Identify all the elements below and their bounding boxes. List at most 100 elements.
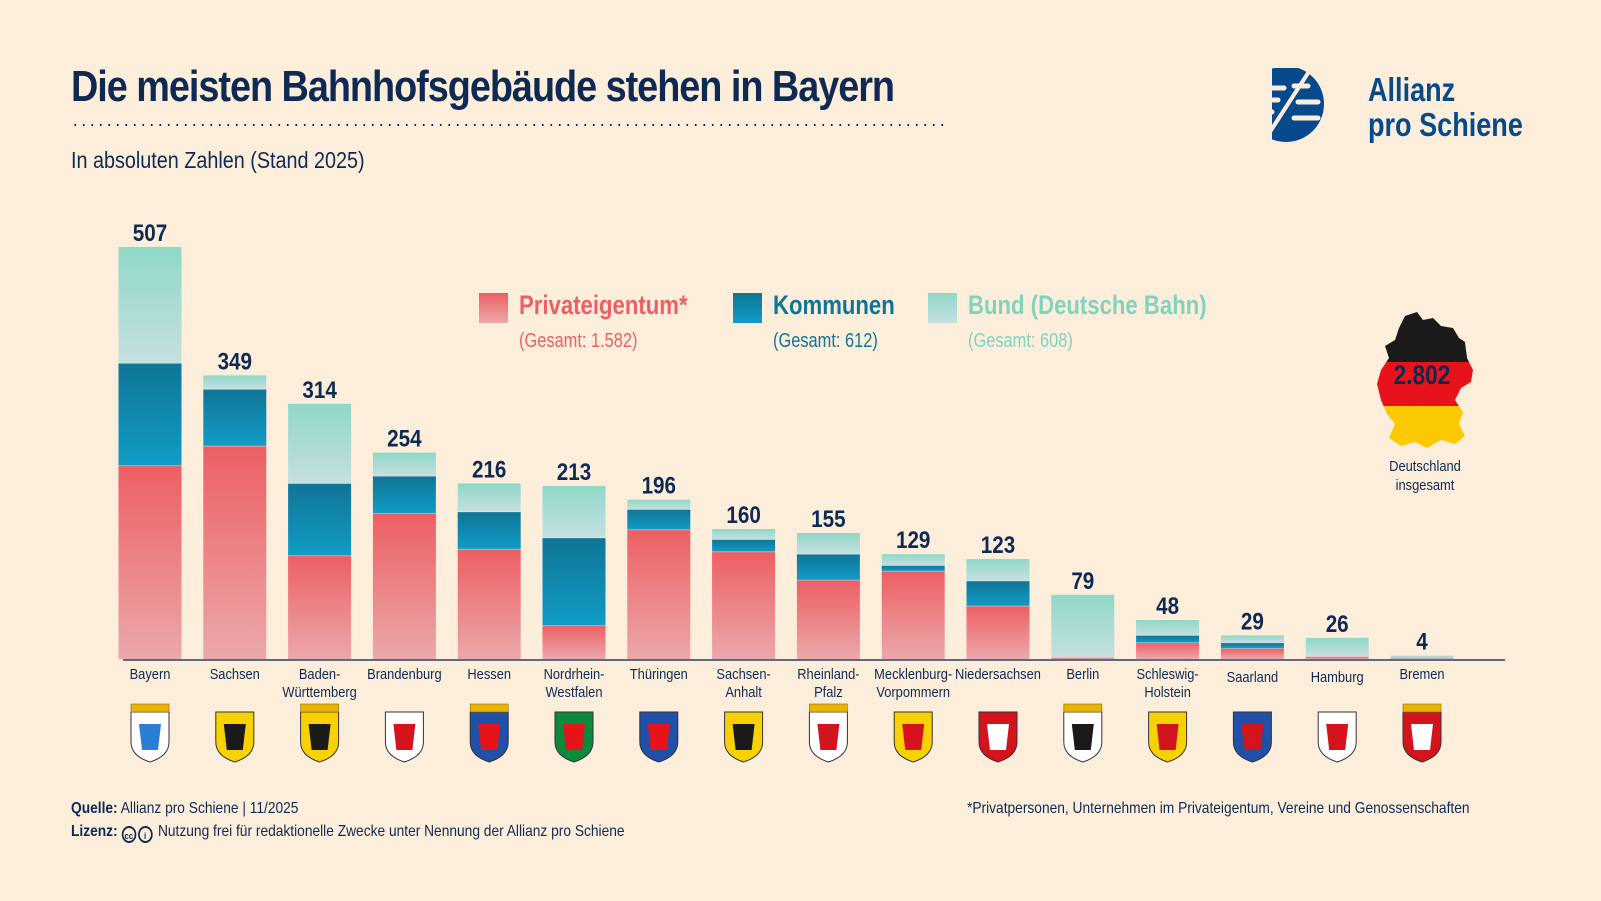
legend-total-private: (Gesamt: 1.582): [519, 330, 638, 352]
bar-segment-bund: [542, 485, 606, 538]
category-label: Brandenburg: [367, 665, 441, 682]
legend-swatch-private: [479, 293, 508, 323]
bar-total-label: 216: [472, 456, 506, 483]
bar-segment-bund: [1051, 594, 1115, 658]
bar-segment-private: [1051, 657, 1115, 659]
bar-segment-bund: [881, 554, 945, 566]
category-label: Niedersachsen: [955, 665, 1041, 682]
bar-segment-kommunen: [203, 389, 267, 447]
bar-segment-bund: [372, 452, 436, 477]
legend-total-kommunen: (Gesamt: 612): [773, 330, 878, 352]
bar-segment-private: [966, 606, 1030, 659]
bar-total-label: 79: [1071, 567, 1094, 594]
germany-label-line-2: insgesamt: [1395, 477, 1455, 494]
hamburg-arms-icon: [1317, 711, 1357, 763]
bar-segment-kommunen: [627, 509, 691, 530]
bar-segment-private: [881, 571, 945, 659]
bar-segment-private: [627, 529, 691, 659]
bar-segment-kommunen: [1220, 642, 1284, 649]
category-label: Rheinland-: [797, 665, 860, 682]
bar-segment-bund: [627, 499, 691, 510]
bar-segment-bund: [1390, 655, 1454, 658]
bar-segment-private: [372, 513, 436, 659]
bar-segment-private: [542, 625, 606, 659]
category-label: Sachsen-: [716, 665, 771, 682]
category-label: Berlin: [1066, 665, 1099, 682]
bar-segment-kommunen: [796, 554, 860, 581]
category-label: Bayern: [130, 665, 171, 682]
bar-segment-kommunen: [1136, 635, 1200, 643]
bar-total-label: 123: [981, 532, 1015, 559]
category-label: Vorpommern: [876, 683, 950, 700]
category-label: Holstein: [1144, 683, 1191, 700]
rlp-arms-icon: [808, 703, 848, 763]
category-label: Hessen: [467, 665, 511, 682]
chart-title: Die meisten Bahnhofsgebäude stehen in Ba…: [71, 62, 895, 111]
footer-license: Lizenz: cc i Nutzung frei für redaktionel…: [71, 823, 625, 843]
bar-segment-private: [203, 446, 267, 659]
category-label: Schleswig-: [1136, 665, 1199, 682]
category-label: Pfalz: [814, 683, 843, 700]
allianz-logo-icon: [1272, 68, 1324, 142]
category-label: Mecklenburg-: [874, 665, 952, 682]
bar-total-label: 507: [133, 220, 167, 247]
bar-segment-kommunen: [118, 363, 182, 466]
source-label: Quelle:: [71, 800, 118, 817]
nrw-arms-icon: [554, 711, 594, 763]
logo-line-1: Allianz: [1368, 71, 1456, 108]
footnote: *Privatpersonen, Unternehmen im Privatei…: [967, 800, 1470, 817]
source-text: Allianz pro Schiene | 11/2025: [120, 800, 299, 817]
bar-segment-private: [1305, 656, 1369, 659]
bar-segment-bund: [118, 247, 182, 364]
logo-line-2: pro Schiene: [1368, 106, 1523, 143]
bar-total-label: 48: [1156, 593, 1179, 620]
category-label: Baden-: [299, 665, 341, 682]
lower-saxony-arms-icon: [978, 711, 1018, 763]
bremen-arms-icon: [1402, 703, 1442, 763]
legend-swatch-bund: [928, 293, 957, 323]
attribution-icon: i: [137, 826, 153, 843]
legend-swatch-kommunen: [733, 293, 762, 323]
chart-subtitle: In absoluten Zahlen (Stand 2025): [71, 147, 365, 173]
bar-total-label: 349: [218, 348, 252, 375]
bar-segment-kommunen: [966, 580, 1030, 607]
bar-segment-bund: [457, 483, 521, 512]
category-label: Westfalen: [545, 683, 602, 700]
saxony-anhalt-arms-icon: [724, 711, 764, 763]
cc-icon: cc: [121, 826, 137, 843]
legend-total-bund: (Gesamt: 608): [968, 330, 1073, 352]
sh-arms-icon: [1148, 711, 1188, 763]
bar-segment-kommunen: [1390, 657, 1454, 659]
bar-segment-kommunen: [372, 476, 436, 514]
bar-total-label: 26: [1326, 610, 1349, 637]
legend-label-private: Privateigentum*: [519, 290, 688, 320]
category-label: Nordrhein-: [544, 665, 605, 682]
license-label: Lizenz:: [71, 823, 118, 840]
bar-segment-private: [118, 465, 182, 659]
bar-total-label: 129: [896, 527, 930, 554]
bar-segment-private: [1390, 658, 1454, 659]
bar-total-label: 155: [811, 506, 845, 533]
brandenburg-arms-icon: [384, 711, 424, 763]
bar-segment-private: [1220, 648, 1284, 659]
berlin-arms-icon: [1063, 703, 1103, 763]
bar-segment-kommunen: [542, 537, 606, 626]
germany-label-line-1: Deutschland: [1389, 458, 1461, 475]
bar-total-label: 4: [1416, 628, 1428, 655]
saarland-arms-icon: [1232, 711, 1272, 763]
bar-total-label: 314: [302, 376, 337, 403]
bar-segment-private: [457, 549, 521, 659]
category-label: Saarland: [1227, 668, 1279, 685]
category-label: Anhalt: [725, 683, 762, 700]
bavaria-arms-icon: [130, 703, 170, 763]
bar-segment-bund: [796, 533, 860, 555]
category-label: Bremen: [1399, 665, 1444, 682]
bar-segment-bund: [288, 403, 352, 484]
allianz-logo-text: Allianz pro Schiene: [1368, 72, 1523, 142]
title-divider: [71, 124, 949, 126]
bw-arms-icon: [300, 703, 340, 763]
license-text: Nutzung frei für redaktionelle Zwecke un…: [157, 823, 625, 840]
bar-segment-bund: [203, 375, 267, 390]
bar-segment-bund: [966, 559, 1030, 581]
